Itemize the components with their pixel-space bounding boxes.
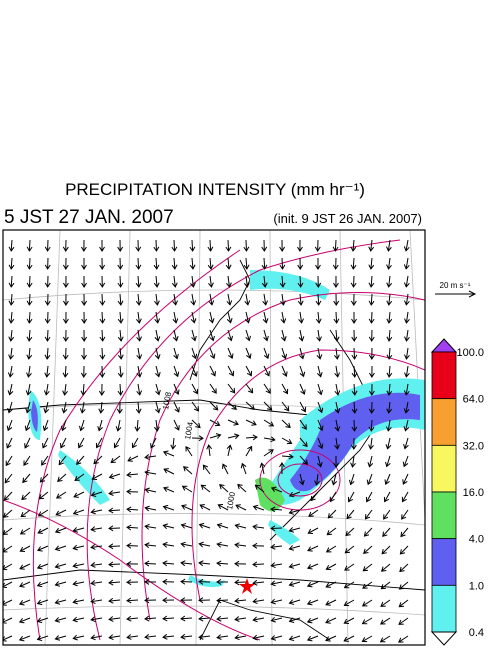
colorbar-label: 16.0 bbox=[463, 487, 484, 499]
arrow-shaft bbox=[210, 240, 211, 251]
colorbar-cap bbox=[432, 632, 456, 645]
arrow-shaft bbox=[29, 258, 30, 269]
arrow-shaft bbox=[282, 258, 283, 269]
arrow-shaft bbox=[138, 258, 139, 269]
wind-reference-arrow bbox=[435, 291, 475, 297]
colorbar-label: 1.0 bbox=[469, 580, 484, 592]
arrow-shaft bbox=[102, 312, 103, 323]
arrow-shaft bbox=[217, 600, 228, 601]
arrow-shaft bbox=[102, 294, 103, 305]
arrow-shaft bbox=[335, 240, 336, 251]
arrow-shaft bbox=[253, 564, 264, 565]
title: PRECIPITATION INTENSITY (mm hr⁻¹) bbox=[65, 180, 365, 199]
colorbar-label: 100.0 bbox=[456, 347, 484, 359]
colorbar-cap bbox=[432, 339, 456, 352]
arrow-shaft bbox=[192, 240, 193, 251]
colorbar-segment bbox=[432, 539, 456, 586]
arrow-shaft bbox=[29, 276, 30, 287]
arrow-shaft bbox=[29, 240, 30, 251]
arrow-shaft bbox=[109, 564, 120, 565]
arrow-shaft bbox=[102, 330, 103, 341]
colorbar-segment bbox=[432, 585, 456, 632]
colorbar-label: 4.0 bbox=[469, 534, 484, 546]
colorbar-label: 32.0 bbox=[463, 440, 484, 452]
colorbar-label: 0.4 bbox=[469, 627, 484, 639]
arrow-shaft bbox=[354, 420, 355, 431]
arrow-shaft bbox=[371, 312, 372, 323]
arrow-shaft bbox=[47, 330, 48, 341]
arrow-shaft bbox=[120, 276, 121, 287]
arrow-shaft bbox=[228, 240, 229, 251]
colorbar-segment bbox=[432, 352, 456, 399]
arrow-shaft bbox=[145, 563, 156, 564]
colorbar-segment bbox=[432, 445, 456, 492]
map: 1008 1004 1000 bbox=[2, 230, 425, 645]
colorbar-label: 64.0 bbox=[463, 394, 484, 406]
arrow-shaft bbox=[336, 312, 337, 323]
arrow-shaft bbox=[29, 294, 30, 305]
colorbar: 100.0 64.0 32.0 16.0 4.0 1.0 0.4 bbox=[432, 339, 484, 645]
arrow-shaft bbox=[102, 348, 103, 359]
colorbar-segment bbox=[432, 492, 456, 539]
wind-reference-label: 20 m s⁻¹ bbox=[440, 281, 471, 290]
colorbar-segment bbox=[432, 399, 456, 446]
valid-time: 5 JST 27 JAN. 2007 bbox=[4, 207, 174, 228]
arrow-shaft bbox=[174, 240, 175, 251]
arrow-shaft bbox=[354, 348, 355, 359]
init-time: (init. 9 JST 26 JAN. 2007) bbox=[273, 211, 422, 226]
